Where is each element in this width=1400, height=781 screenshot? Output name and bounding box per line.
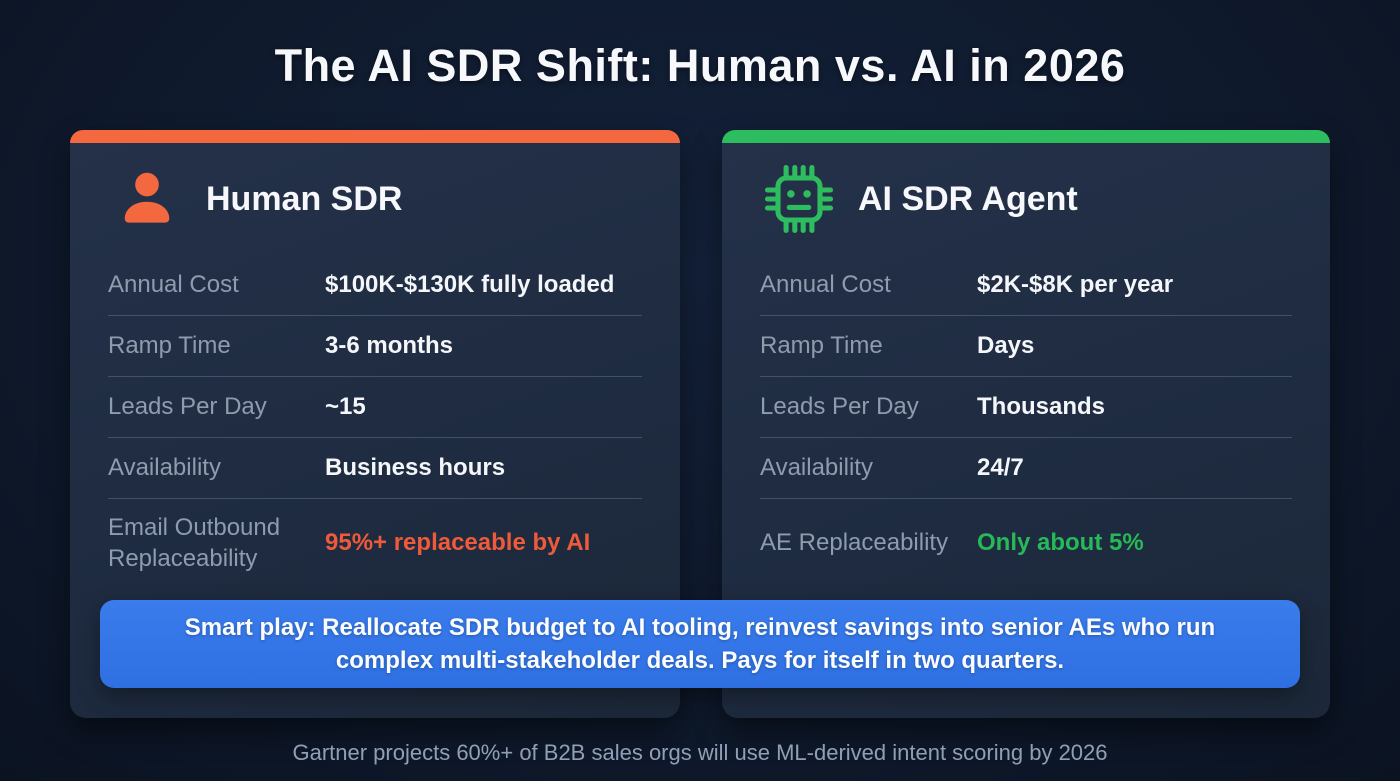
- row-value-highlight: Only about 5%: [977, 529, 1144, 556]
- row-value: Business hours: [325, 454, 506, 481]
- table-row: Ramp Time 3-6 months: [108, 316, 642, 377]
- human-rows: Annual Cost $100K-$130K fully loaded Ram…: [70, 255, 680, 587]
- row-value: $2K-$8K per year: [977, 271, 1174, 298]
- smart-play-text: Smart play: Reallocate SDR budget to AI …: [184, 613, 1216, 674]
- row-label: Annual Cost: [108, 271, 239, 299]
- row-value: 3-6 months: [325, 332, 454, 359]
- table-row: Leads Per Day Thousands: [760, 377, 1292, 438]
- row-value-highlight: 95%+ replaceable by AI: [325, 529, 591, 556]
- table-row: Annual Cost $2K-$8K per year: [760, 255, 1292, 316]
- table-row: Email Outbound Replaceability 95%+ repla…: [108, 499, 642, 587]
- row-label: AE Replaceability: [760, 529, 949, 557]
- row-value: Thousands: [977, 393, 1106, 420]
- row-label: Ramp Time: [108, 332, 231, 360]
- row-label: Availability: [760, 454, 873, 482]
- human-accent-bar: [70, 130, 680, 143]
- ai-rows: Annual Cost $2K-$8K per year Ramp Time D…: [722, 255, 1330, 587]
- table-row: AE Replaceability Only about 5%: [760, 499, 1292, 587]
- row-label: Availability: [108, 454, 221, 482]
- table-row: Leads Per Day ~15: [108, 377, 642, 438]
- footer-note: Gartner projects 60%+ of B2B sales orgs …: [292, 740, 1108, 765]
- row-value: $100K-$130K fully loaded: [325, 271, 615, 298]
- table-row: Availability 24/7: [760, 438, 1292, 499]
- row-label: Ramp Time: [760, 332, 883, 360]
- row-label: Annual Cost: [760, 271, 891, 299]
- row-label: Leads Per Day: [108, 393, 267, 421]
- table-row: Ramp Time Days: [760, 316, 1292, 377]
- human-card-header: Human SDR: [70, 143, 680, 255]
- row-value: Days: [977, 332, 1035, 359]
- table-row: Availability Business hours: [108, 438, 642, 499]
- row-label: Leads Per Day: [760, 393, 919, 421]
- human-card-title: Human SDR: [206, 179, 403, 218]
- page-title: The AI SDR Shift: Human vs. AI in 2026: [274, 40, 1126, 91]
- chip-icon: [762, 162, 836, 236]
- ai-card-header: AI SDR Agent: [722, 143, 1330, 255]
- row-label: Email Outbound Replaceability: [108, 513, 281, 572]
- person-icon: [110, 162, 184, 236]
- row-value: ~15: [325, 393, 366, 420]
- table-row: Annual Cost $100K-$130K fully loaded: [108, 255, 642, 316]
- smart-play-banner: Smart play: Reallocate SDR budget to AI …: [100, 600, 1300, 688]
- ai-card-title: AI SDR Agent: [858, 179, 1078, 218]
- row-value: 24/7: [977, 454, 1024, 481]
- ai-accent-bar: [722, 130, 1330, 143]
